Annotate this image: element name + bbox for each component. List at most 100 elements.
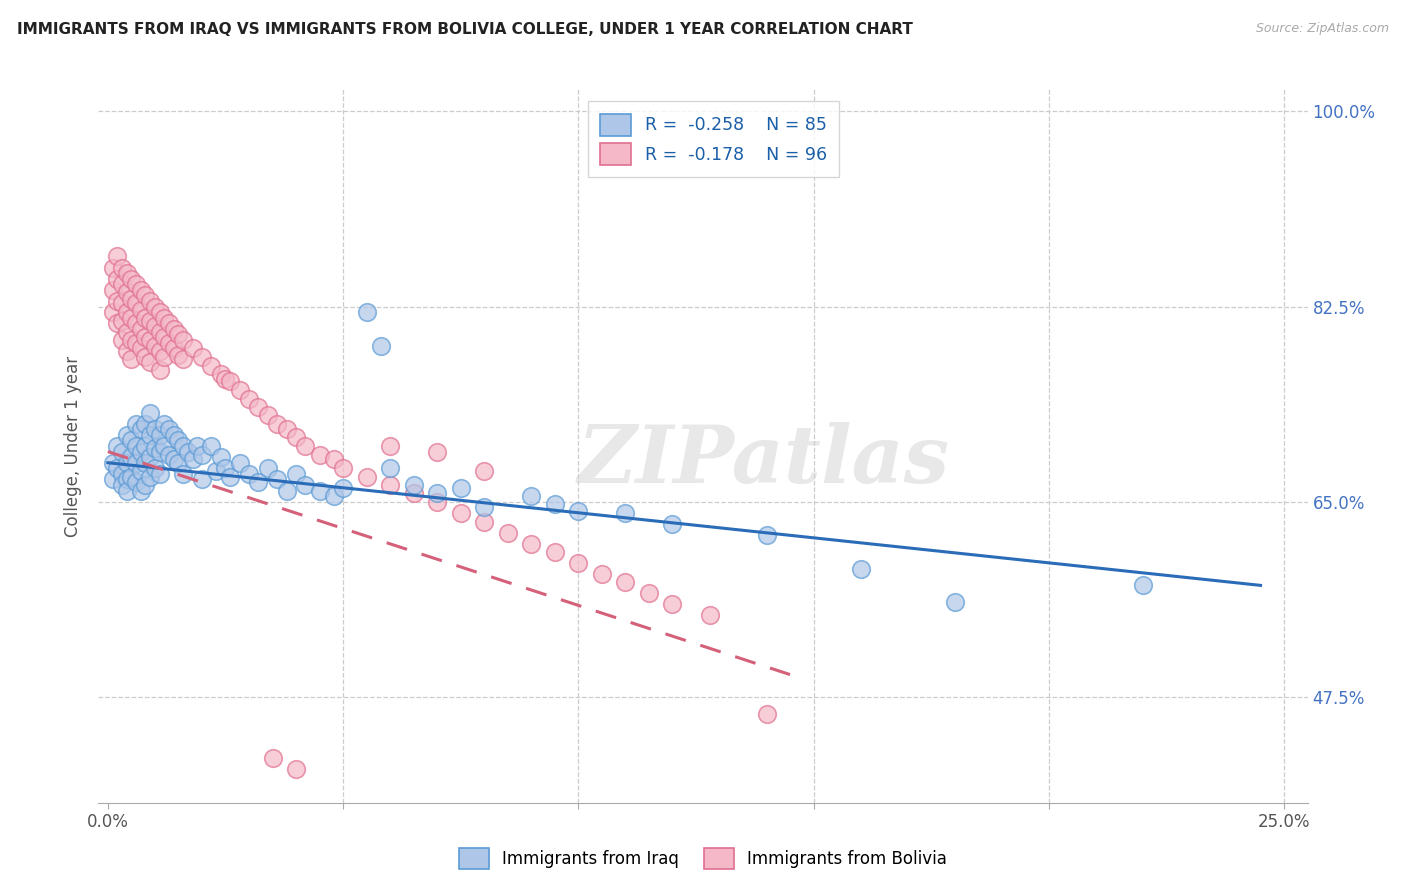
- Point: [143, 318, 166, 333]
- Point: [356, 470, 378, 484]
- Point: [426, 444, 449, 458]
- Point: [157, 316, 180, 330]
- Point: [322, 489, 344, 503]
- Point: [129, 322, 152, 336]
- Point: [105, 439, 128, 453]
- Point: [105, 293, 128, 308]
- Legend: Immigrants from Iraq, Immigrants from Bolivia: Immigrants from Iraq, Immigrants from Bo…: [449, 838, 957, 880]
- Point: [143, 422, 166, 436]
- Point: [120, 351, 142, 366]
- Point: [247, 475, 270, 489]
- Point: [101, 305, 124, 319]
- Point: [153, 439, 176, 453]
- Text: Source: ZipAtlas.com: Source: ZipAtlas.com: [1256, 22, 1389, 36]
- Point: [134, 478, 156, 492]
- Point: [120, 450, 142, 464]
- Point: [614, 506, 637, 520]
- Point: [143, 338, 166, 352]
- Point: [115, 285, 138, 300]
- Point: [172, 333, 194, 347]
- Point: [139, 293, 162, 308]
- Point: [1132, 578, 1154, 592]
- Point: [285, 430, 308, 444]
- Point: [129, 303, 152, 318]
- Point: [332, 481, 354, 495]
- Point: [163, 341, 186, 355]
- Text: IMMIGRANTS FROM IRAQ VS IMMIGRANTS FROM BOLIVIA COLLEGE, UNDER 1 YEAR CORRELATIO: IMMIGRANTS FROM IRAQ VS IMMIGRANTS FROM …: [17, 22, 912, 37]
- Point: [115, 456, 138, 470]
- Point: [943, 595, 966, 609]
- Point: [520, 489, 543, 503]
- Point: [153, 417, 176, 431]
- Point: [177, 444, 200, 458]
- Point: [378, 439, 401, 453]
- Point: [149, 444, 172, 458]
- Point: [115, 305, 138, 319]
- Point: [115, 483, 138, 498]
- Point: [120, 271, 142, 285]
- Point: [149, 363, 172, 377]
- Point: [139, 355, 162, 369]
- Point: [181, 452, 204, 467]
- Point: [111, 333, 134, 347]
- Point: [276, 483, 298, 498]
- Point: [172, 467, 194, 481]
- Point: [567, 556, 589, 570]
- Point: [256, 408, 278, 422]
- Point: [378, 461, 401, 475]
- Point: [356, 305, 378, 319]
- Point: [614, 574, 637, 589]
- Point: [402, 478, 425, 492]
- Point: [266, 472, 288, 486]
- Point: [120, 333, 142, 347]
- Point: [266, 417, 288, 431]
- Point: [219, 374, 242, 388]
- Point: [143, 300, 166, 314]
- Point: [228, 456, 250, 470]
- Point: [402, 485, 425, 500]
- Point: [228, 383, 250, 397]
- Point: [426, 485, 449, 500]
- Point: [115, 344, 138, 359]
- Point: [370, 338, 392, 352]
- Point: [755, 528, 778, 542]
- Point: [115, 472, 138, 486]
- Point: [276, 422, 298, 436]
- Point: [661, 516, 683, 531]
- Point: [661, 598, 683, 612]
- Point: [191, 472, 214, 486]
- Point: [332, 461, 354, 475]
- Point: [520, 537, 543, 551]
- Point: [294, 439, 316, 453]
- Point: [699, 608, 721, 623]
- Point: [149, 325, 172, 339]
- Point: [157, 422, 180, 436]
- Point: [129, 283, 152, 297]
- Point: [450, 481, 472, 495]
- Point: [186, 439, 208, 453]
- Point: [125, 417, 148, 431]
- Point: [308, 483, 330, 498]
- Point: [139, 450, 162, 464]
- Point: [153, 350, 176, 364]
- Point: [209, 367, 232, 381]
- Point: [153, 329, 176, 343]
- Point: [105, 316, 128, 330]
- Point: [591, 567, 613, 582]
- Point: [167, 456, 190, 470]
- Point: [157, 336, 180, 351]
- Point: [120, 310, 142, 325]
- Point: [129, 444, 152, 458]
- Point: [129, 483, 152, 498]
- Point: [111, 296, 134, 310]
- Point: [143, 461, 166, 475]
- Point: [247, 400, 270, 414]
- Point: [285, 467, 308, 481]
- Point: [120, 434, 142, 448]
- Point: [378, 478, 401, 492]
- Point: [105, 271, 128, 285]
- Y-axis label: College, Under 1 year: College, Under 1 year: [63, 355, 82, 537]
- Point: [125, 316, 148, 330]
- Point: [139, 314, 162, 328]
- Point: [125, 336, 148, 351]
